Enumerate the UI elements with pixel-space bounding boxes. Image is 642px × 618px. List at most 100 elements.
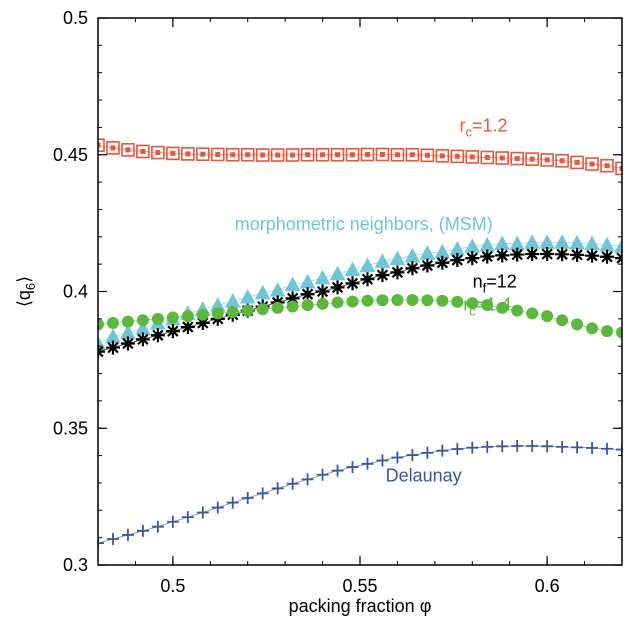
- data-point: [496, 301, 509, 314]
- series-annotation: Delaunay: [386, 466, 462, 486]
- data-point-inner: [335, 152, 341, 158]
- series-3: [98, 293, 622, 339]
- data-point: [106, 316, 119, 329]
- data-point-inner: [275, 152, 281, 158]
- data-point-inner: [574, 159, 580, 165]
- data-point: [616, 326, 622, 339]
- data-point: [360, 272, 375, 287]
- data-point-inner: [559, 158, 565, 164]
- data-point: [166, 311, 179, 324]
- data-point: [511, 440, 524, 453]
- data-point: [555, 153, 569, 168]
- data-point: [300, 287, 315, 302]
- data-point: [390, 147, 405, 162]
- data-point: [585, 248, 600, 263]
- data-point: [345, 276, 360, 291]
- data-point: [330, 147, 345, 162]
- data-point: [196, 147, 210, 162]
- data-point: [331, 296, 344, 309]
- data-point: [106, 533, 119, 546]
- data-point: [225, 147, 240, 162]
- data-point: [256, 303, 269, 316]
- plot-frame: [97, 17, 623, 566]
- data-point: [405, 147, 420, 162]
- data-point: [150, 328, 165, 343]
- data-point: [136, 524, 149, 537]
- annotation-main: r: [463, 295, 469, 315]
- data-point: [361, 294, 374, 307]
- data-point: [556, 314, 569, 327]
- data-point: [525, 247, 540, 262]
- y-axis-label-sub: 6: [23, 283, 38, 290]
- x-tick-label: 0.6: [535, 576, 560, 596]
- annotation-main: r: [459, 116, 465, 136]
- data-point: [226, 496, 239, 509]
- annotation-rest: =1.4: [476, 295, 512, 315]
- data-point: [526, 440, 539, 453]
- data-point: [600, 249, 615, 264]
- data-point: [451, 295, 464, 308]
- data-point: [436, 294, 449, 307]
- plot-area: [98, 138, 622, 550]
- series-0: [98, 138, 622, 176]
- data-point-inner: [305, 152, 311, 158]
- data-point: [136, 144, 150, 159]
- series-line: [98, 253, 622, 353]
- data-point: [151, 312, 164, 325]
- data-point: [375, 268, 390, 283]
- data-point-inner: [215, 151, 221, 157]
- data-point: [495, 248, 510, 263]
- data-point: [376, 294, 389, 307]
- data-point: [360, 147, 375, 162]
- data-point-inner: [409, 152, 415, 158]
- data-point-inner: [499, 155, 505, 161]
- data-point: [525, 152, 539, 166]
- data-point: [524, 234, 541, 249]
- data-point-inner: [290, 152, 296, 158]
- data-point: [286, 300, 299, 313]
- data-point: [165, 324, 180, 339]
- data-point: [284, 276, 301, 292]
- data-point: [465, 251, 480, 266]
- data-point-inner: [604, 163, 610, 169]
- data-point: [166, 515, 179, 528]
- data-point: [571, 318, 584, 331]
- data-point: [389, 250, 406, 266]
- data-point: [480, 249, 495, 264]
- data-point: [391, 293, 404, 306]
- data-point-inner: [364, 151, 370, 157]
- data-point-inner: [125, 147, 131, 153]
- data-point: [510, 151, 525, 166]
- data-point: [241, 491, 254, 504]
- data-point-inner: [454, 153, 460, 159]
- data-point: [151, 145, 165, 160]
- y-axis-label-open: ⟨: [14, 300, 34, 307]
- data-point: [286, 477, 299, 490]
- y-tick-label: 0.35: [53, 418, 88, 438]
- data-point: [555, 247, 570, 262]
- data-point: [541, 310, 554, 323]
- data-point: [136, 314, 149, 327]
- data-point: [435, 149, 450, 163]
- data-point: [554, 234, 570, 249]
- data-point: [376, 454, 389, 467]
- data-point: [585, 157, 599, 171]
- data-point: [315, 284, 330, 299]
- data-point: [121, 143, 135, 157]
- annotation-main: n: [473, 271, 483, 291]
- data-point: [570, 247, 585, 262]
- series-line: [98, 445, 622, 544]
- data-point: [526, 307, 539, 320]
- data-point-inner: [529, 156, 535, 162]
- data-point: [600, 158, 614, 173]
- data-point: [105, 340, 120, 355]
- data-point-inner: [484, 154, 490, 160]
- data-point: [344, 261, 361, 277]
- data-point: [98, 138, 105, 152]
- data-point: [196, 308, 209, 321]
- data-point-inner: [469, 154, 475, 160]
- data-point: [239, 288, 256, 304]
- data-point: [601, 325, 614, 338]
